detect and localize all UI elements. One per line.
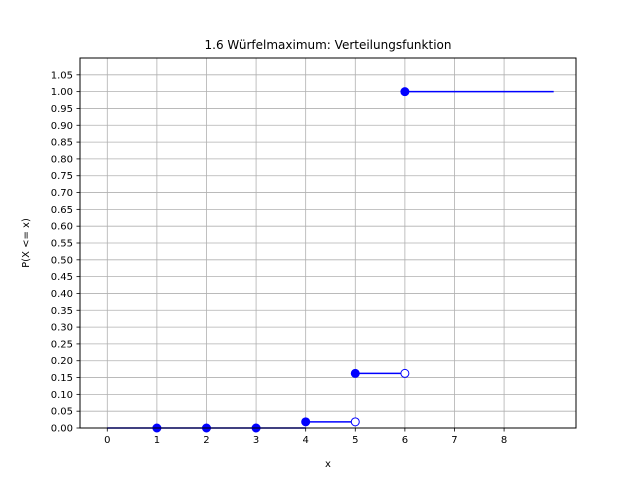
x-tick-label: 7: [451, 435, 457, 446]
x-tick-label: 1: [154, 435, 160, 446]
y-tick-label: 1.05: [51, 70, 73, 81]
y-tick-label: 0.10: [51, 390, 73, 401]
y-axis-ticks: 0.00 0.05 0.10 0.15 0.20 0.25 0.30 0.35 0.40 0.45…: [51, 70, 80, 435]
y-tick-label: 0.50: [51, 255, 73, 266]
y-tick-label: 0.90: [51, 121, 73, 132]
y-tick-label: 0.70: [51, 188, 73, 199]
y-tick-label: 0.05: [51, 407, 73, 418]
y-axis-label: P(X <= x): [21, 218, 32, 268]
x-tick-label: 3: [253, 435, 259, 446]
y-tick-label: 0.95: [51, 104, 73, 115]
x-tick-label: 8: [501, 435, 507, 446]
x-tick-label: 2: [203, 435, 209, 446]
y-tick-label: 0.40: [51, 289, 73, 300]
closed-point-marker: [350, 368, 360, 378]
x-tick-label: 4: [302, 435, 308, 446]
y-tick-label: 0.45: [51, 272, 73, 283]
y-tick-label: 0.25: [51, 339, 73, 350]
grid: [80, 58, 576, 429]
y-tick-label: 0.65: [51, 205, 73, 216]
chart-title: 1.6 Würfelmaximum: Verteilungsfunktion: [205, 38, 452, 52]
y-tick-label: 0.00: [51, 424, 73, 435]
x-tick-label: 6: [402, 435, 408, 446]
y-tick-label: 1.00: [51, 87, 73, 98]
y-tick-label: 0.85: [51, 138, 73, 149]
plot-frame: [79, 57, 577, 429]
x-axis-ticks: 0 1 2 3 4 5 6 7 8: [104, 428, 507, 446]
y-tick-label: 0.80: [51, 154, 73, 165]
x-axis-label: x: [325, 459, 331, 470]
y-tick-label: 0.20: [51, 356, 73, 367]
closed-point-marker: [301, 417, 311, 427]
open-point-marker: [400, 368, 410, 378]
open-point-marker: [350, 417, 360, 427]
x-tick-label: 5: [352, 435, 358, 446]
y-tick-label: 0.75: [51, 171, 73, 182]
y-tick-label: 0.60: [51, 222, 73, 233]
y-tick-label: 0.30: [51, 323, 73, 334]
closed-point-marker: [400, 87, 410, 97]
y-tick-label: 0.35: [51, 306, 73, 317]
x-tick-label: 0: [104, 435, 110, 446]
y-tick-label: 0.55: [51, 239, 73, 250]
y-tick-label: 0.15: [51, 373, 73, 384]
